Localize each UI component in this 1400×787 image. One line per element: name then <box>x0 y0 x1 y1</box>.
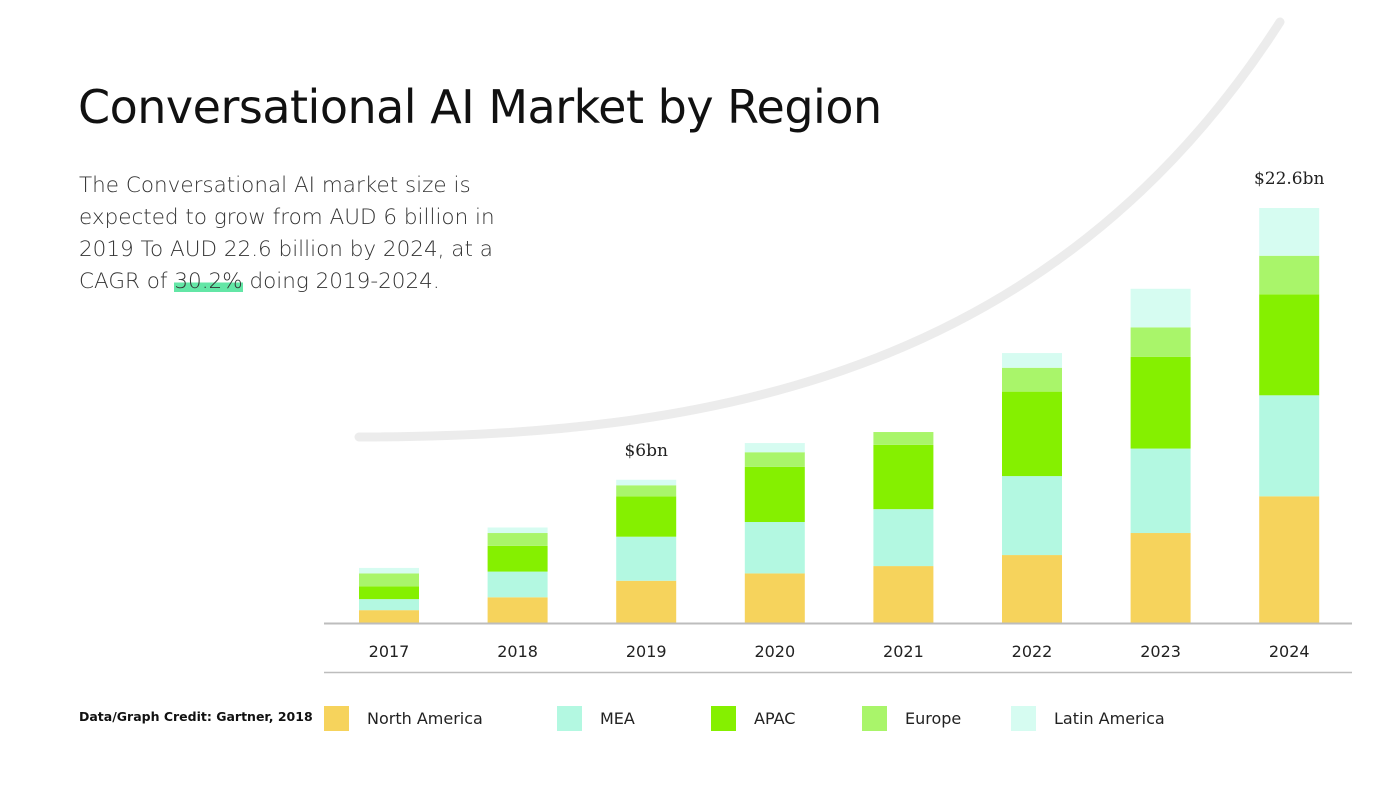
legend-swatch <box>862 705 887 731</box>
legend-label: MEA <box>600 708 635 728</box>
bar-2021-north-america <box>873 566 934 623</box>
bar-2020-mea <box>744 522 805 574</box>
bar-2024-latin-america <box>1259 208 1320 256</box>
data-credit: Data/Graph Credit: Gartner, 2018 <box>79 709 313 724</box>
bar-2020-europe <box>744 452 805 467</box>
legend-swatch <box>324 705 349 731</box>
legend-swatch <box>557 705 582 731</box>
bar-2019-europe <box>616 485 677 497</box>
legend-item-latin-america: Latin America <box>1011 704 1165 732</box>
bar-2017-europe <box>359 573 419 587</box>
x-tick-label: 2019 <box>626 642 667 661</box>
bar-2018-north-america <box>487 597 548 623</box>
legend-item-north-america: North America <box>324 704 483 732</box>
bar-2023-mea <box>1130 448 1191 534</box>
legend-swatch <box>711 705 736 731</box>
legend-label: APAC <box>754 708 796 728</box>
description-text-end: doing 2019-2024. <box>242 269 440 294</box>
legend-swatch <box>1011 705 1036 731</box>
bar-2020-apac <box>744 466 805 523</box>
bar-2021-apac <box>873 444 934 510</box>
bar-2021-europe <box>873 432 934 445</box>
description-text: The Conversational AI market size is exp… <box>79 170 519 298</box>
legend-item-europe: Europe <box>862 704 961 732</box>
bar-2023-latin-america <box>1130 288 1191 328</box>
chart-annotations: $6bn $22.6bn <box>624 169 1324 461</box>
bar-2020-latin-america <box>744 443 805 453</box>
bar-2017-mea <box>359 599 419 611</box>
bar-2022-latin-america <box>1002 353 1062 368</box>
legend-item-mea: MEA <box>557 704 635 732</box>
legend-label: North America <box>367 708 483 728</box>
growth-curve-decoration <box>354 17 1285 442</box>
legend-label: Europe <box>905 708 962 728</box>
data-label: $6bn <box>624 441 668 461</box>
x-tick-label: 2024 <box>1269 642 1310 661</box>
bar-2024-apac <box>1259 294 1320 396</box>
bar-2023-europe <box>1130 327 1191 357</box>
cagr-highlight: 30.2% <box>174 269 243 294</box>
bar-2021-mea <box>873 509 934 567</box>
chart-axis: 2017 2018 2019 2020 2021 2022 2023 2024 <box>324 622 1352 674</box>
bar-2017-north-america <box>359 610 419 623</box>
data-label: $22.6bn <box>1254 169 1325 189</box>
bar-2018-mea <box>487 571 548 598</box>
bar-2023-apac <box>1130 356 1191 449</box>
bar-2022-apac <box>1002 391 1062 477</box>
bar-2017-apac <box>359 586 419 600</box>
x-tick-label: 2018 <box>497 642 538 661</box>
bar-2019-mea <box>616 536 677 581</box>
x-tick-label: 2022 <box>1012 642 1053 661</box>
bar-2024-europe <box>1259 255 1320 295</box>
bar-2018-apac <box>487 545 548 572</box>
growth-curve <box>354 17 1285 442</box>
bar-2019-apac <box>616 496 677 537</box>
bar-2022-mea <box>1002 476 1062 556</box>
bar-2018-europe <box>487 533 548 546</box>
x-tick-label: 2020 <box>754 642 795 661</box>
bar-2022-europe <box>1002 367 1062 392</box>
bar-2024-north-america <box>1259 496 1320 623</box>
x-tick-label: 2017 <box>369 642 410 661</box>
legend-label: Latin America <box>1054 708 1165 728</box>
bar-2018-latin-america <box>487 527 548 534</box>
bar-2017-latin-america <box>359 567 419 574</box>
bar-2019-latin-america <box>616 479 677 486</box>
page-title: Conversational AI Market by Region <box>78 80 882 134</box>
description-text-start: The Conversational AI market size is exp… <box>79 173 495 294</box>
bar-2022-north-america <box>1002 555 1062 623</box>
bar-2020-north-america <box>744 573 805 623</box>
x-tick-label: 2021 <box>883 642 924 661</box>
x-tick-label: 2023 <box>1140 642 1181 661</box>
chart-bars <box>359 208 1320 623</box>
bar-2023-north-america <box>1130 533 1191 623</box>
legend-item-apac: APAC <box>711 704 795 732</box>
bar-2024-mea <box>1259 395 1320 497</box>
bar-2019-north-america <box>616 580 677 623</box>
chart-legend: North America MEA APAC Europe Latin America <box>324 704 1224 732</box>
